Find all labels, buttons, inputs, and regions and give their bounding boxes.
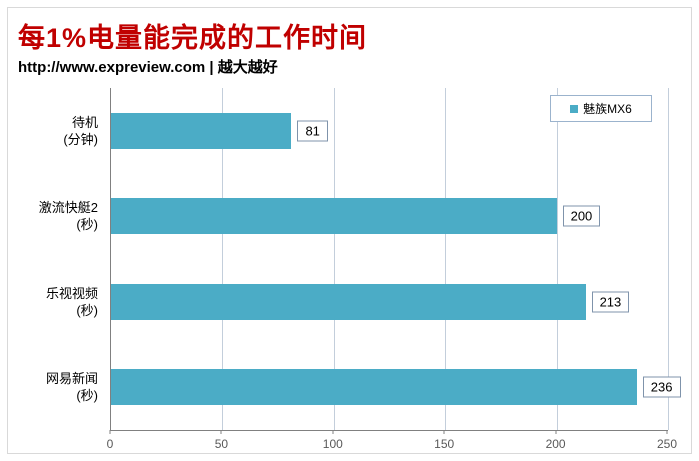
chart-subtitle: http://www.expreview.com | 越大越好 bbox=[18, 59, 278, 76]
bar bbox=[111, 283, 586, 320]
data-label: 200 bbox=[562, 205, 601, 227]
category-label: 待机 (分钟) bbox=[63, 114, 98, 147]
data-label: 236 bbox=[642, 376, 681, 398]
tick-label: 100 bbox=[322, 437, 343, 451]
bar-row: 81 bbox=[111, 88, 668, 174]
tick-label: 0 bbox=[106, 437, 114, 451]
bar bbox=[111, 198, 557, 235]
plot-area: 81 200 213 236 bbox=[110, 88, 681, 431]
bar-row: 200 bbox=[111, 174, 668, 260]
tick-mark bbox=[555, 430, 557, 434]
chart-frame bbox=[7, 7, 692, 454]
tick-mark bbox=[443, 430, 445, 434]
gridline bbox=[668, 88, 669, 430]
tick-label: 250 bbox=[656, 437, 678, 451]
bar bbox=[111, 369, 637, 406]
gridline bbox=[556, 88, 558, 430]
bar-row: 236 bbox=[111, 345, 681, 431]
tick-mark bbox=[109, 430, 111, 434]
bar bbox=[111, 112, 292, 149]
tick-mark bbox=[220, 430, 222, 434]
category-label: 乐视视频 (秒) bbox=[45, 285, 98, 318]
category-label: 激流快艇2 (秒) bbox=[38, 200, 98, 233]
gridline bbox=[222, 88, 224, 430]
x-axis: 0 50 100 150 200 250 bbox=[106, 430, 677, 454]
legend: 魅族MX6 bbox=[550, 95, 652, 122]
gridline bbox=[333, 88, 335, 430]
data-label: 213 bbox=[591, 291, 630, 313]
category-axis: 待机 (分钟) 激流快艇2 (秒) 乐视视频 (秒) 网易新闻 (秒) bbox=[10, 88, 104, 430]
category-label: 网易新闻 (秒) bbox=[45, 371, 98, 404]
bar-row: 213 bbox=[111, 259, 668, 345]
legend-label: 魅族MX6 bbox=[583, 102, 632, 116]
gridline bbox=[445, 88, 447, 430]
data-label: 81 bbox=[297, 120, 328, 142]
chart-title: 每1%电量能完成的工作时间 bbox=[18, 23, 368, 53]
tick-mark bbox=[666, 430, 668, 434]
tick-label: 150 bbox=[434, 437, 455, 451]
tick-label: 50 bbox=[214, 437, 229, 451]
legend-swatch-icon bbox=[570, 104, 579, 113]
tick-label: 200 bbox=[545, 437, 566, 451]
tick-mark bbox=[332, 430, 334, 434]
